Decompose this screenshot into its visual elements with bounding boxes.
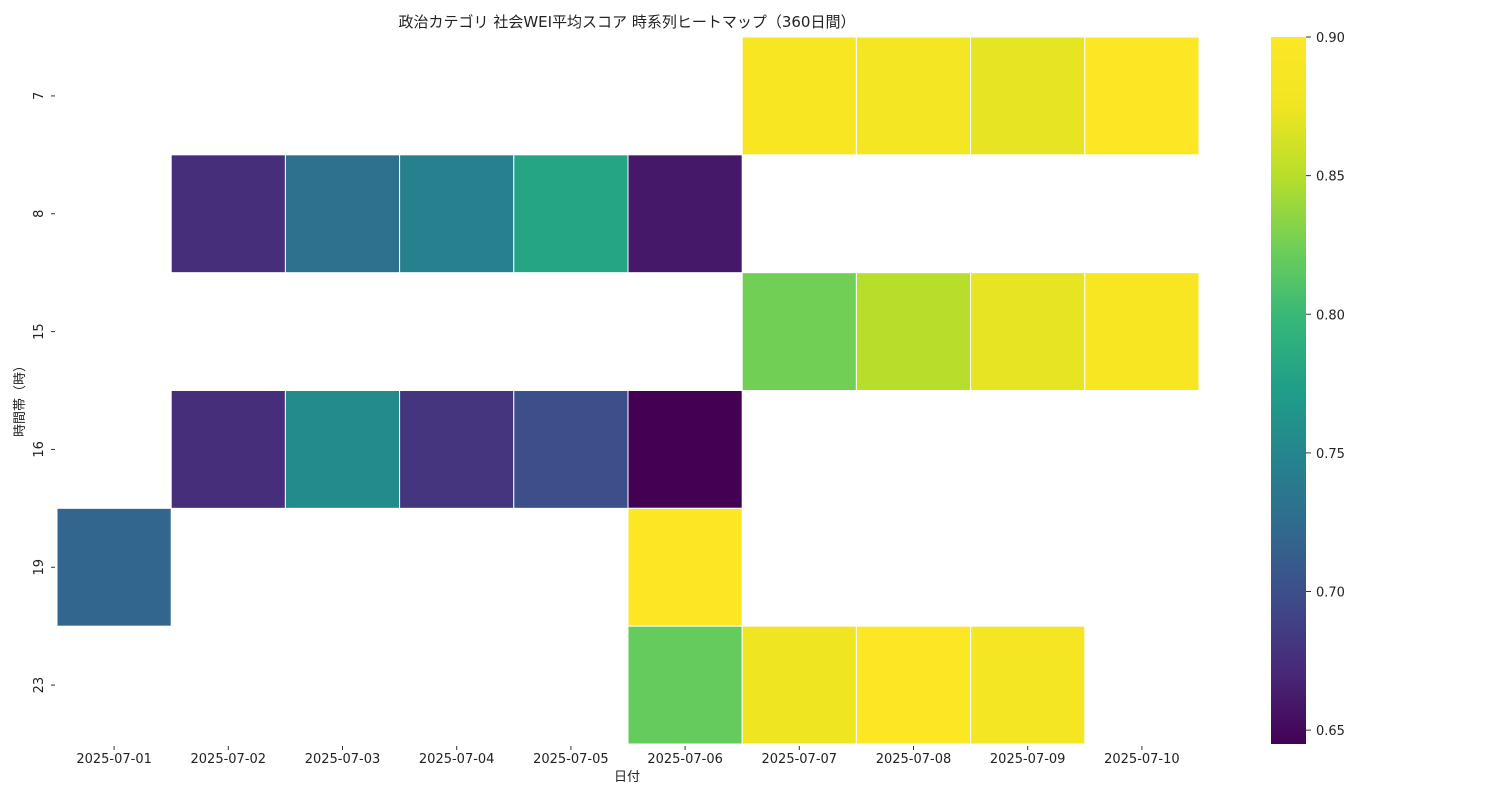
colorbar-tick-label: 0.75 (1316, 447, 1345, 462)
x-tick-label: 2025-07-05 (533, 752, 609, 767)
x-tick-label: 2025-07-04 (419, 752, 495, 767)
heatmap-cell (970, 625, 1086, 745)
y-tick-label: 7 (32, 92, 47, 100)
colorbar-tick-label: 0.90 (1316, 31, 1345, 46)
heatmap-cell (970, 272, 1086, 391)
heatmap-cell (855, 625, 972, 745)
colorbar-tick-label: 0.70 (1316, 586, 1345, 601)
heatmap-cells (56, 36, 1200, 745)
y-tick-label: 15 (32, 323, 47, 340)
heatmap-cell (399, 390, 515, 509)
y-tick-label: 19 (32, 559, 47, 576)
colorbar-tick-label: 0.80 (1316, 308, 1345, 323)
x-tick-label: 2025-07-10 (1104, 752, 1180, 767)
x-tick-label: 2025-07-02 (191, 752, 267, 767)
heatmap-cell (970, 36, 1086, 156)
x-tick-label: 2025-07-03 (305, 752, 381, 767)
x-tick-label: 2025-07-07 (762, 752, 838, 767)
heatmap-cell (627, 154, 743, 274)
heatmap-cell (399, 154, 515, 274)
heatmap-cell (627, 507, 743, 627)
heatmap-cell (56, 507, 172, 627)
heatmap-cell (627, 390, 743, 509)
y-axis: 7 8 15 16 19 23 (32, 92, 55, 694)
heatmap-cell (741, 272, 857, 391)
heatmap-cell (855, 36, 972, 156)
colorbar-tick-label: 0.65 (1316, 724, 1345, 739)
x-tick-label: 2025-07-08 (876, 752, 952, 767)
x-tick-label: 2025-07-09 (990, 752, 1066, 767)
heatmap-cell (170, 390, 286, 509)
heatmap-cell (1084, 36, 1200, 156)
heatmap-cell (741, 36, 857, 156)
colorbar-gradient (1271, 37, 1306, 744)
y-tick-label: 8 (32, 210, 47, 218)
heatmap-cell (284, 390, 401, 509)
heatmap-cell (513, 154, 629, 274)
heatmap-cell (513, 390, 629, 509)
heatmap-cell (284, 154, 401, 274)
chart-title: 政治カテゴリ 社会WEI平均スコア 時系列ヒートマップ（360日間） (399, 13, 856, 31)
x-tick-label: 2025-07-06 (647, 752, 723, 767)
heatmap-cell (170, 154, 286, 274)
y-tick-label: 23 (32, 677, 47, 694)
x-axis: 2025-07-01 2025-07-02 2025-07-03 2025-07-04… (76, 746, 1180, 767)
colorbar: 0.65 0.70 0.75 0.80 0.85 0.90 (1271, 31, 1345, 744)
x-axis-label: 日付 (614, 770, 640, 785)
x-tick-label: 2025-07-01 (76, 752, 152, 767)
y-tick-label: 16 (32, 441, 47, 458)
colorbar-tick-label: 0.85 (1316, 170, 1345, 185)
y-axis-label: 時間帯（時） (13, 359, 28, 437)
heatmap-cell (1084, 272, 1200, 391)
heatmap-cell (741, 625, 857, 745)
heatmap-cell (627, 625, 743, 745)
heatmap-cell (855, 272, 972, 391)
